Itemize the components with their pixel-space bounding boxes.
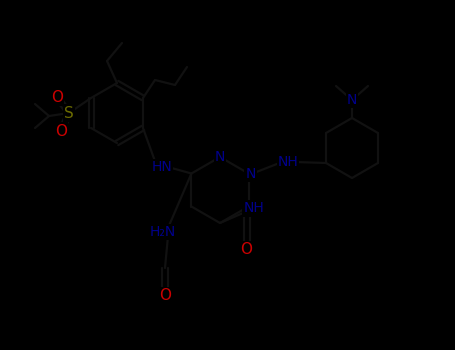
Text: O: O [159, 288, 171, 303]
Text: N: N [347, 93, 357, 107]
Text: HN: HN [152, 160, 172, 174]
Text: H₂N: H₂N [150, 225, 176, 239]
Text: NH: NH [243, 202, 264, 216]
Text: O: O [51, 90, 63, 105]
Text: N: N [215, 150, 225, 164]
Text: N: N [245, 167, 256, 181]
Text: O: O [55, 124, 67, 139]
Text: O: O [241, 242, 253, 257]
Text: S: S [64, 105, 74, 120]
Text: NH: NH [278, 155, 298, 169]
